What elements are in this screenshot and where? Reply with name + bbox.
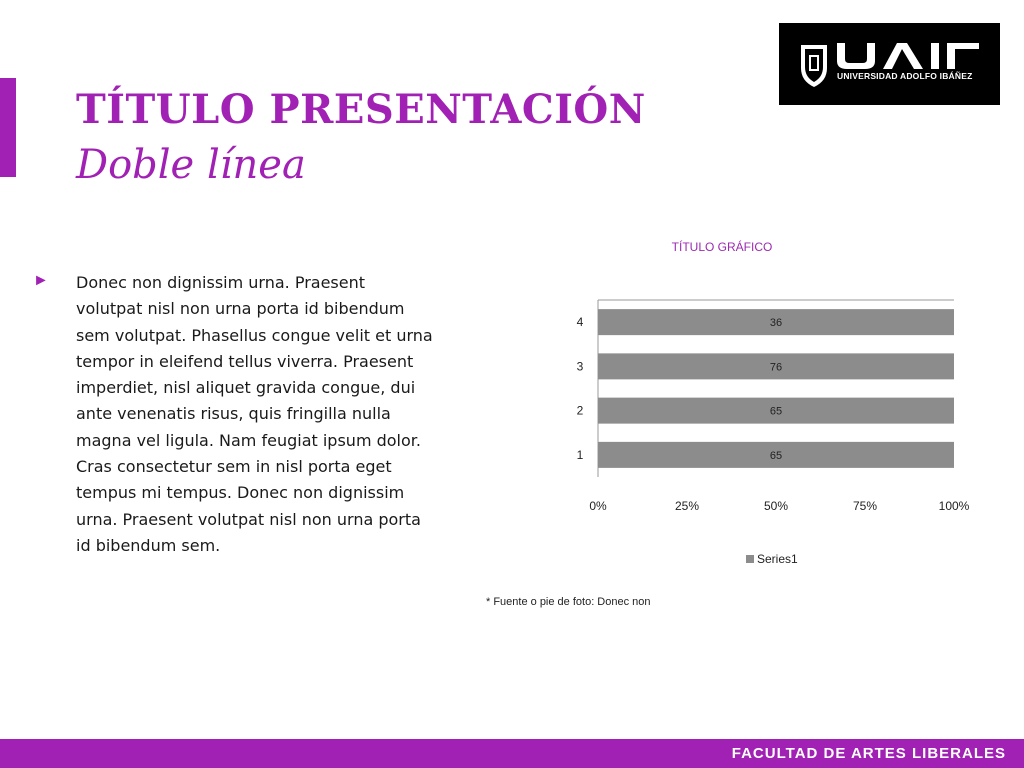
legend-label: Series1: [757, 552, 798, 566]
triangle-right-icon: ►: [33, 272, 49, 289]
x-tick-label: 100%: [939, 499, 970, 513]
x-tick-label: 25%: [675, 499, 699, 513]
slide-subtitle: Doble línea: [76, 142, 306, 188]
category-tick-label: 1: [577, 448, 584, 462]
x-tick-label: 50%: [764, 499, 788, 513]
body-paragraph: Donec non dignissim urna. Praesent volut…: [76, 273, 433, 555]
image-caption: * Fuente o pie de foto: Donec non: [486, 596, 651, 608]
x-tick-label: 75%: [853, 499, 877, 513]
logo-graphic: [801, 43, 979, 87]
bar-data-label: 65: [770, 406, 782, 418]
chart-title: TÍTULO GRÁFICO: [671, 240, 773, 254]
bar: [598, 441, 954, 468]
x-tick-label: 0%: [589, 499, 607, 513]
logo-text: UNIVERSIDAD ADOLFO IBÁÑEZ: [837, 71, 973, 81]
category-tick-label: 2: [577, 404, 584, 418]
uai-letters: [837, 43, 979, 69]
bar-data-label: 36: [770, 317, 782, 329]
category-tick-label: 3: [577, 359, 584, 373]
bar: [598, 309, 954, 336]
category-tick-label: 4: [577, 315, 584, 329]
bar: [598, 397, 954, 424]
bar-data-label: 65: [770, 450, 782, 462]
chart-legend: Series1: [746, 552, 798, 566]
footer-bar: FACULTAD DE ARTES LIBERALES: [0, 739, 1024, 768]
bar-data-label: 76: [770, 361, 782, 373]
legend-swatch: [746, 555, 754, 563]
bar-chart: 65 1 65 2 76 3 36 4 0% 25% 50% 75% 100%: [577, 299, 970, 513]
university-logo: UNIVERSIDAD ADOLFO IBÁÑEZ: [779, 23, 1000, 105]
footer-text: FACULTAD DE ARTES LIBERALES: [731, 745, 1006, 762]
bar: [598, 353, 954, 380]
crest-icon: [801, 45, 827, 87]
slide-title: TÍTULO PRESENTACIÓN: [76, 86, 646, 133]
title-accent-bar: [0, 78, 16, 177]
